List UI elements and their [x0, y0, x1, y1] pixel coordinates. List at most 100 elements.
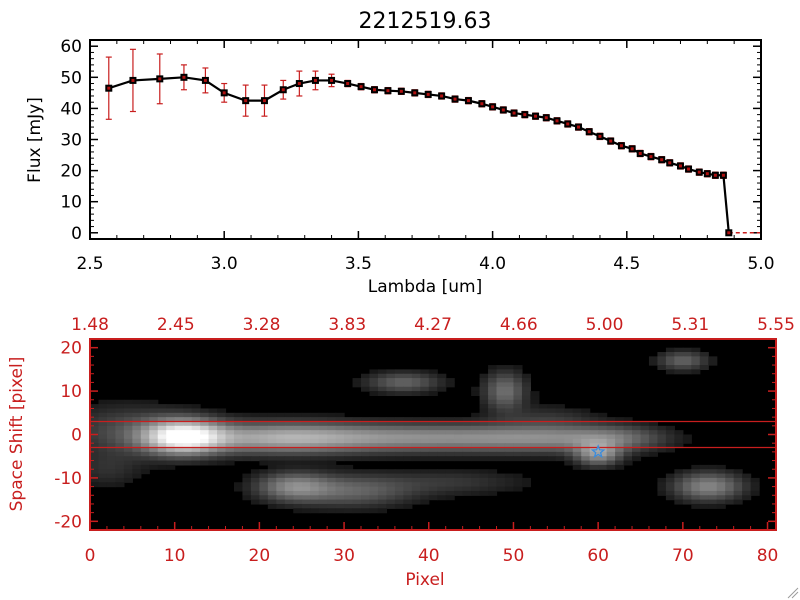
image-pixel — [725, 495, 735, 501]
image-pixel — [90, 443, 100, 449]
image-pixel — [115, 469, 125, 475]
image-pixel — [284, 443, 294, 449]
image-pixel — [589, 464, 599, 470]
image-pixel — [411, 425, 421, 431]
image-pixel — [632, 456, 642, 462]
image-pixel — [411, 499, 421, 505]
image-pixel — [369, 443, 379, 449]
image-pixel — [191, 451, 201, 457]
image-pixel — [665, 425, 675, 431]
image-pixel — [462, 443, 472, 449]
image-pixel — [352, 430, 362, 436]
image-pixel — [166, 464, 176, 470]
image-pixel — [513, 417, 523, 423]
image-pixel — [733, 469, 743, 475]
top-x-tick-label: 2.5 — [76, 254, 103, 274]
resize-grip-icon[interactable] — [787, 587, 799, 599]
image-pixel — [479, 382, 489, 388]
image-pixel — [674, 356, 684, 362]
image-pixel — [581, 464, 591, 470]
image-pixel — [454, 490, 464, 496]
image-pixel — [276, 421, 286, 427]
image-pixel — [310, 486, 320, 492]
image-pixel — [276, 412, 286, 418]
image-pixel — [301, 469, 311, 475]
image-pixel — [284, 469, 294, 475]
image-pixel — [547, 430, 557, 436]
image-pixel — [106, 447, 117, 453]
flux-point-center — [523, 113, 527, 117]
image-pixel — [538, 425, 548, 431]
image-pixel — [352, 438, 362, 444]
image-pixel — [344, 495, 354, 501]
image-pixel — [301, 451, 311, 457]
image-pixel — [217, 417, 227, 423]
image-pixel — [276, 438, 286, 444]
image-pixel — [132, 464, 142, 470]
image-pixel — [123, 464, 133, 470]
image-pixel — [411, 447, 421, 453]
image-top-tick-label: 4.66 — [500, 315, 538, 335]
image-pixel — [98, 473, 108, 479]
image-pixel — [496, 447, 506, 453]
image-pixel — [344, 421, 354, 427]
image-pixel — [115, 408, 125, 414]
image-pixel — [233, 438, 244, 444]
image-pixel — [98, 447, 108, 453]
image-pixel — [691, 365, 701, 370]
image-pixel — [327, 438, 337, 444]
image-pixel — [293, 451, 303, 457]
image-pixel — [386, 469, 396, 475]
image-pixel — [496, 456, 506, 462]
image-pixel — [191, 438, 201, 444]
image-pixel — [310, 456, 320, 462]
image-pixel — [454, 469, 464, 475]
image-pixel — [479, 399, 489, 405]
image-pixel — [674, 443, 684, 449]
image-pixel — [361, 469, 371, 475]
top-x-tick-label: 4.0 — [479, 254, 506, 274]
image-pixel — [149, 399, 159, 405]
image-pixel — [386, 386, 396, 392]
image-pixel — [149, 404, 159, 410]
image-pixel — [284, 499, 294, 505]
image-pixel — [674, 369, 684, 375]
image-pixel — [132, 438, 142, 444]
image-pixel — [166, 456, 176, 462]
image-pixel — [521, 412, 531, 418]
image-pixel — [301, 490, 311, 496]
image-pixel — [284, 490, 294, 496]
image-pixel — [496, 386, 506, 392]
image-pixel — [369, 503, 379, 509]
image-pixel — [276, 447, 286, 453]
image-pixel — [496, 438, 506, 444]
image-pixel — [488, 378, 498, 384]
image-pixel — [293, 499, 303, 505]
image-pixel — [420, 391, 430, 397]
image-pixel — [488, 451, 498, 457]
image-pixel — [293, 456, 303, 462]
image-pixel — [149, 443, 159, 449]
image-pixel — [140, 399, 150, 405]
image-pixel — [725, 477, 735, 483]
image-pixel — [361, 482, 371, 488]
image-pixel — [369, 499, 379, 505]
image-pixel — [488, 365, 498, 370]
image-pixel — [691, 490, 701, 496]
image-pixel — [589, 451, 599, 457]
image-pixel — [377, 469, 388, 475]
image-pixel — [183, 460, 193, 466]
image-pixel — [352, 469, 362, 475]
image-pixel — [479, 447, 489, 453]
image-pixel — [276, 464, 286, 470]
image-pixel — [267, 490, 277, 496]
image-pixel — [149, 430, 159, 436]
image-pixel — [521, 382, 531, 388]
image-pixel — [691, 356, 701, 362]
image-pixel — [665, 369, 675, 375]
image-pixel — [572, 456, 582, 462]
image-pixel — [581, 421, 591, 427]
image-pixel — [242, 443, 252, 449]
image-pixel — [471, 417, 481, 423]
image-pixel — [598, 434, 608, 440]
